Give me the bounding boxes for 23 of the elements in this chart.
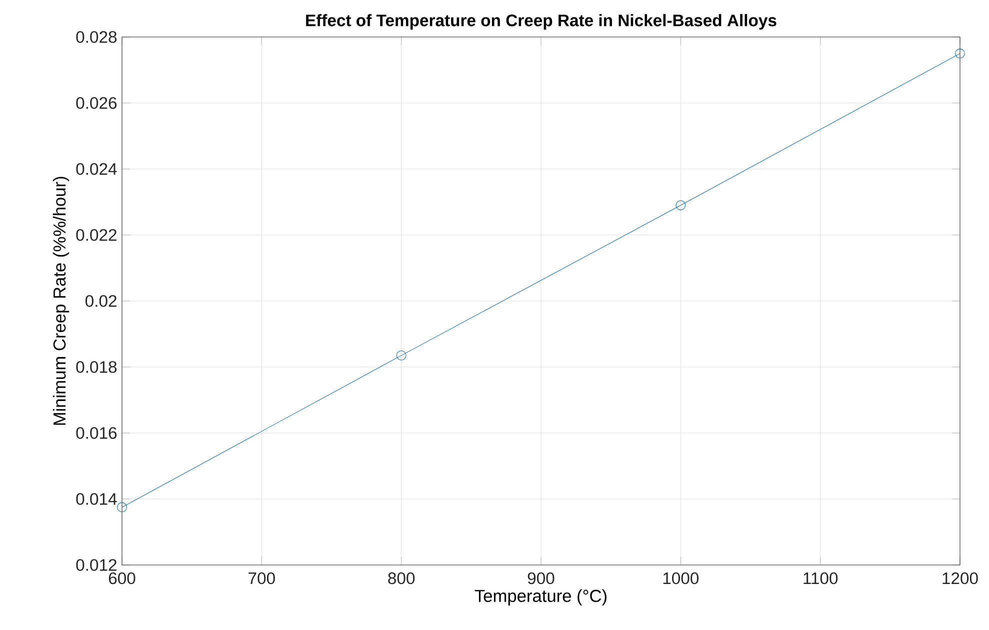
point	[676, 200, 686, 210]
x-axis-title: Temperature (°C)	[474, 589, 606, 606]
chart-title: Effect of Temperature on Creep Rate in Nickel-Based Alloys	[306, 14, 776, 30]
y-tick-label: 0.028	[76, 31, 117, 43]
y-tick-label: 0.026	[76, 97, 117, 109]
x-tick-label: 1100	[804, 572, 838, 584]
x-tick-label: 900	[528, 572, 554, 584]
point	[396, 350, 406, 360]
y-axis-title: Minimum Creep Rate (%%/hour)	[52, 176, 70, 425]
y-tick-label: 0.016	[76, 427, 117, 439]
y-tick-label: 0.012	[76, 559, 116, 571]
x-tick-label: 600	[108, 572, 136, 584]
y-tick-label: 0.024	[76, 163, 117, 175]
x-tick-label: 1200	[942, 572, 978, 584]
x-tick-label: 1000	[663, 572, 699, 584]
x-tick-label: 800	[388, 572, 415, 584]
y-tick-label: 0.014	[76, 493, 117, 505]
x-tick-label: 700	[248, 572, 275, 584]
y-tick-label: 0.022	[76, 229, 116, 241]
point	[117, 502, 127, 512]
y-tick-label: 0.02	[86, 295, 116, 307]
y-tick-label: 0.018	[76, 361, 117, 373]
point	[955, 48, 965, 58]
